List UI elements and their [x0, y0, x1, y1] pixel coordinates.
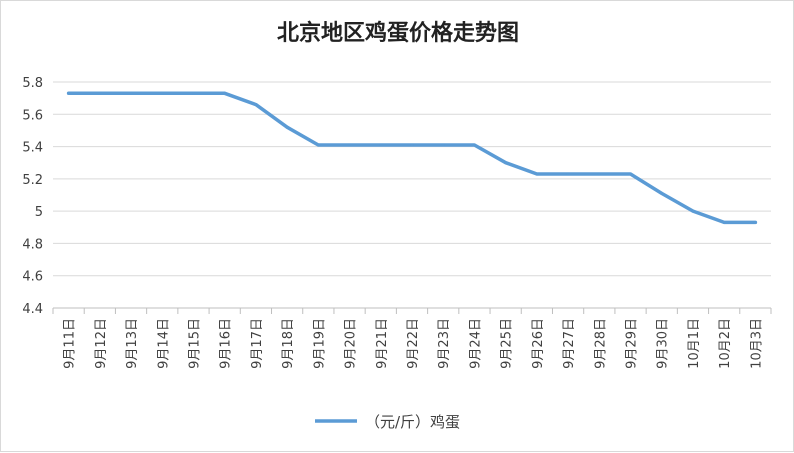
- data-point: [722, 220, 726, 224]
- x-tick-label: 9月18日: [281, 318, 296, 369]
- x-tick-label: 9月11日: [63, 318, 78, 369]
- data-point: [566, 172, 570, 176]
- x-tick-label: 9月23日: [437, 318, 452, 369]
- data-point: [67, 91, 71, 95]
- x-tick-label: 9月24日: [468, 318, 483, 369]
- data-point: [441, 143, 445, 147]
- axes: 4.4 4.6 4.8 5 5.2 5.4 5.6 5.8 9月11日 9月12日 9月13日 9月1…: [22, 76, 772, 369]
- y-tick-label: 5.8: [22, 76, 43, 91]
- data-point: [98, 91, 102, 95]
- y-tick-label: 4.8: [22, 237, 43, 252]
- data-point: [223, 91, 227, 95]
- y-tick-label: 5.6: [22, 108, 43, 123]
- data-point: [472, 143, 476, 147]
- data-point: [316, 143, 320, 147]
- data-point: [597, 172, 601, 176]
- y-tick-label: 4.6: [22, 270, 43, 285]
- data-point: [129, 91, 133, 95]
- x-tick-label: 9月13日: [125, 318, 140, 369]
- x-tick-label: 9月15日: [187, 318, 202, 369]
- data-point: [285, 125, 289, 129]
- y-tick-label: 5: [35, 205, 43, 220]
- data-point: [660, 191, 664, 195]
- x-tick-label: 9月21日: [375, 318, 390, 369]
- data-point: [535, 172, 539, 176]
- x-tick-label: 9月27日: [562, 318, 577, 369]
- y-tick-label: 5.4: [22, 141, 43, 156]
- legend-label: （元/斤）鸡蛋: [365, 413, 460, 431]
- data-point: [410, 143, 414, 147]
- x-tick-label: 9月20日: [344, 318, 359, 369]
- data-point: [504, 161, 508, 165]
- x-tick-label: 10月1日: [687, 318, 702, 369]
- x-tick-label: 9月29日: [625, 318, 640, 369]
- data-point: [160, 91, 164, 95]
- x-tick-label: 10月2日: [718, 318, 733, 369]
- y-tick-label: 4.4: [22, 302, 43, 317]
- data-point: [379, 143, 383, 147]
- data-point: [191, 91, 195, 95]
- x-tick-label: 9月25日: [500, 318, 515, 369]
- chart-title: 北京地区鸡蛋价格走势图: [276, 21, 519, 46]
- data-point: [753, 220, 757, 224]
- x-tick-label: 9月17日: [250, 318, 265, 369]
- data-point: [691, 209, 695, 213]
- x-tick-label: 9月12日: [94, 318, 109, 369]
- x-tick-label: 9月28日: [593, 318, 608, 369]
- x-tick-label: 9月19日: [312, 318, 327, 369]
- x-tick-label: 9月16日: [219, 318, 234, 369]
- y-tick-label: 5.2: [22, 173, 43, 188]
- data-point: [629, 172, 633, 176]
- legend: （元/斤）鸡蛋: [315, 413, 460, 431]
- x-tick-label: 9月14日: [156, 318, 171, 369]
- x-tick-label: 9月26日: [531, 318, 546, 369]
- x-tick-label: 9月30日: [656, 318, 671, 369]
- data-point: [254, 103, 258, 107]
- data-point: [348, 143, 352, 147]
- x-tick-label: 10月3日: [749, 318, 764, 369]
- gridlines: [53, 81, 771, 277]
- series-line: [66, 91, 758, 225]
- series-layer: [66, 91, 758, 225]
- x-tick-label: 9月22日: [406, 318, 421, 369]
